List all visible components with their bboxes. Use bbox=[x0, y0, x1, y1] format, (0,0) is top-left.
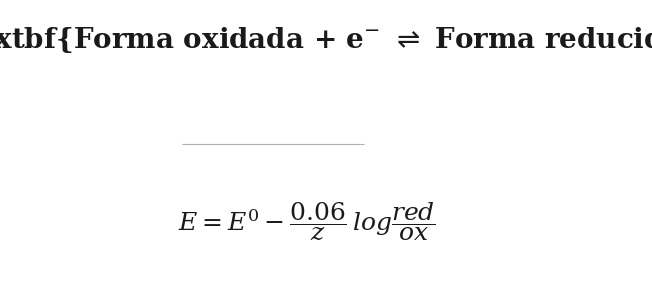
Text: \textbf{Forma oxidada + e$^{-}$ $\rightleftharpoons$ Forma reducida}: \textbf{Forma oxidada + e$^{-}$ $\rightl… bbox=[0, 25, 652, 55]
Text: $E = E^{0} - \dfrac{0.06}{z}\,log\dfrac{red}{ox}$: $E = E^{0} - \dfrac{0.06}{z}\,log\dfrac{… bbox=[178, 200, 436, 243]
